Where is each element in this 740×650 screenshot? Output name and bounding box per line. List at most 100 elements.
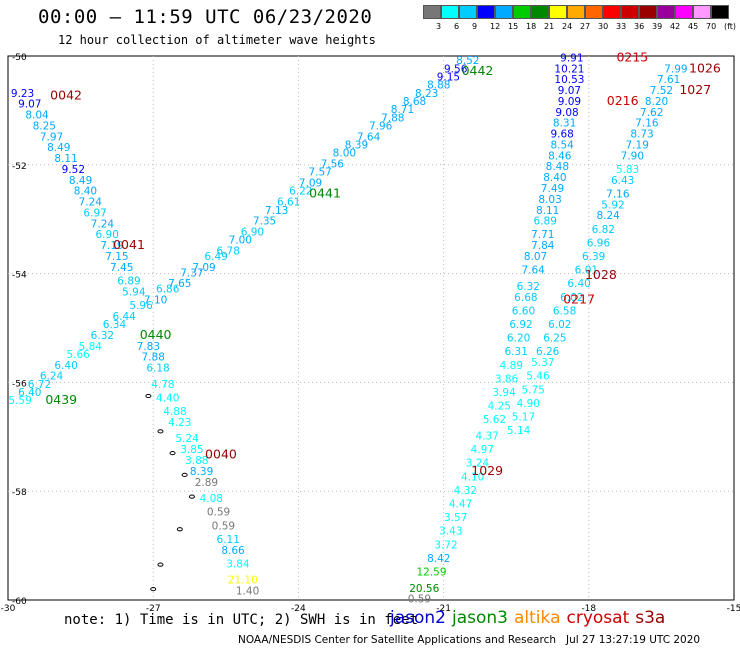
wave-height-value: 5.37 bbox=[531, 357, 554, 369]
wave-height-value: 20.56 bbox=[409, 583, 439, 595]
wave-height-value: 4.25 bbox=[488, 401, 511, 413]
wave-height-value: 6.89 bbox=[534, 216, 557, 228]
wave-height-value: 6.40 bbox=[18, 387, 41, 399]
track-id-label: 0441 bbox=[309, 185, 341, 200]
wave-height-value: 3.86 bbox=[495, 373, 519, 385]
wave-height-value: 3.24 bbox=[466, 458, 490, 470]
scale-swatch bbox=[603, 5, 621, 19]
legend-cryosat: cryosat bbox=[566, 608, 630, 628]
wave-height-color-scale bbox=[423, 5, 729, 19]
track-id-label: 1029 bbox=[471, 463, 503, 478]
island-outline bbox=[145, 393, 152, 399]
wave-height-value: 7.45 bbox=[110, 262, 133, 274]
wave-height-value: 5.17 bbox=[512, 411, 535, 423]
island-outline bbox=[157, 562, 164, 567]
scale-swatch bbox=[549, 5, 567, 19]
wave-height-value: 4.88 bbox=[163, 406, 186, 418]
wave-height-value: 21.10 bbox=[228, 575, 258, 587]
legend-jason3: jason3 bbox=[452, 608, 508, 628]
wave-height-value: 3.88 bbox=[185, 455, 208, 467]
wave-height-value: 7.84 bbox=[531, 240, 555, 252]
wave-height-value: 12.59 bbox=[416, 567, 446, 579]
track-id-label: 0040 bbox=[205, 447, 237, 462]
wave-height-value: 6.72 bbox=[28, 379, 51, 391]
wave-height-value: 6.78 bbox=[217, 246, 240, 258]
scale-label: 27 bbox=[580, 22, 591, 31]
island-outline bbox=[188, 494, 195, 499]
wave-height-value: 4.89 bbox=[500, 360, 523, 372]
wave-height-value: 8.11 bbox=[536, 205, 559, 217]
wave-height-value: 7.71 bbox=[531, 229, 554, 241]
wave-height-value: 5.84 bbox=[79, 341, 103, 353]
wave-height-value: 8.39 bbox=[190, 466, 213, 478]
scale-label: 33 bbox=[616, 22, 627, 31]
wave-height-value: 7.10 bbox=[144, 295, 167, 307]
scale-label: 21 bbox=[544, 22, 555, 31]
scale-label: 6 bbox=[454, 22, 460, 31]
scale-swatch bbox=[423, 5, 441, 19]
wave-height-value: 6.32 bbox=[91, 330, 114, 342]
wave-height-value: 6.97 bbox=[83, 207, 106, 219]
wave-height-value: 8.68 bbox=[403, 96, 426, 108]
wave-height-value: 8.88 bbox=[427, 80, 450, 92]
wave-height-value: 9.07 bbox=[18, 99, 41, 111]
wave-height-value: 8.73 bbox=[630, 129, 653, 141]
wave-height-value: 3.43 bbox=[439, 526, 462, 538]
wave-height-value: 9.07 bbox=[558, 85, 581, 97]
wave-height-value: 7.09 bbox=[299, 178, 322, 190]
wave-height-value: 4.90 bbox=[517, 398, 540, 410]
wave-height-value: 8.31 bbox=[553, 118, 576, 130]
wave-height-value: 6.26 bbox=[536, 346, 560, 358]
wave-height-value: 9.68 bbox=[550, 129, 573, 141]
wave-height-value: 6.92 bbox=[509, 319, 532, 331]
wave-height-value: 7.13 bbox=[265, 205, 288, 217]
scale-swatch bbox=[495, 5, 513, 19]
wave-height-value: 8.52 bbox=[456, 55, 479, 67]
lon-tick-label: -18 bbox=[581, 604, 596, 614]
wave-height-value: 5.59 bbox=[8, 395, 31, 407]
lon-tick-label: -15 bbox=[727, 604, 740, 614]
scale-label: 42 bbox=[670, 22, 681, 31]
scale-swatch bbox=[585, 5, 603, 19]
track-id-label: 0041 bbox=[113, 237, 145, 252]
wave-height-value: 4.37 bbox=[475, 431, 498, 443]
map-frame bbox=[7, 55, 735, 601]
track-id-label: 1026 bbox=[689, 60, 721, 75]
wave-height-value: 8.54 bbox=[550, 139, 574, 151]
wave-height-value: 6.68 bbox=[514, 292, 537, 304]
wave-height-value: 6.44 bbox=[112, 311, 136, 323]
island-outline bbox=[157, 429, 164, 434]
wave-height-value: 3.85 bbox=[180, 444, 203, 456]
scale-swatch bbox=[459, 5, 477, 19]
wave-height-value: 6.61 bbox=[277, 197, 300, 209]
wave-height-value: 7.24 bbox=[79, 197, 103, 209]
wave-height-value: 8.24 bbox=[596, 210, 620, 222]
wave-height-value: 6.34 bbox=[103, 319, 127, 331]
wave-height-value: 7.49 bbox=[541, 183, 564, 195]
wave-height-value: 9.56 bbox=[444, 63, 468, 75]
wave-height-value: 5.24 bbox=[175, 433, 199, 445]
scale-swatch bbox=[477, 5, 495, 19]
wave-height-value: 6.18 bbox=[146, 363, 169, 375]
track-id-label: 0215 bbox=[616, 49, 648, 64]
wave-height-value: 7.88 bbox=[142, 352, 165, 364]
wave-height-value: 9.23 bbox=[11, 88, 34, 100]
wave-height-value: 8.48 bbox=[546, 161, 569, 173]
scale-swatch bbox=[513, 5, 531, 19]
wave-height-value: 8.42 bbox=[427, 553, 450, 565]
wave-height-value: 5.94 bbox=[122, 286, 146, 298]
wave-height-value: 7.64 bbox=[521, 265, 545, 277]
wave-height-value: 4.47 bbox=[449, 499, 472, 511]
chart-subtitle: 12 hour collection of altimeter wave hei… bbox=[58, 33, 376, 47]
wave-height-value: 4.78 bbox=[151, 379, 174, 391]
wave-height-value: 4.10 bbox=[461, 471, 484, 483]
wave-height-value: 7.90 bbox=[621, 150, 644, 162]
wave-height-value: 7.65 bbox=[168, 278, 191, 290]
wave-height-value: 6.90 bbox=[241, 227, 264, 239]
wave-height-value: 8.40 bbox=[74, 186, 97, 198]
wave-height-value: 6.90 bbox=[96, 229, 119, 241]
wave-height-value: 7.15 bbox=[105, 251, 128, 263]
wave-height-value: 7.00 bbox=[229, 235, 252, 247]
wave-height-value: 6.86 bbox=[156, 284, 180, 296]
island-outline bbox=[176, 527, 183, 532]
